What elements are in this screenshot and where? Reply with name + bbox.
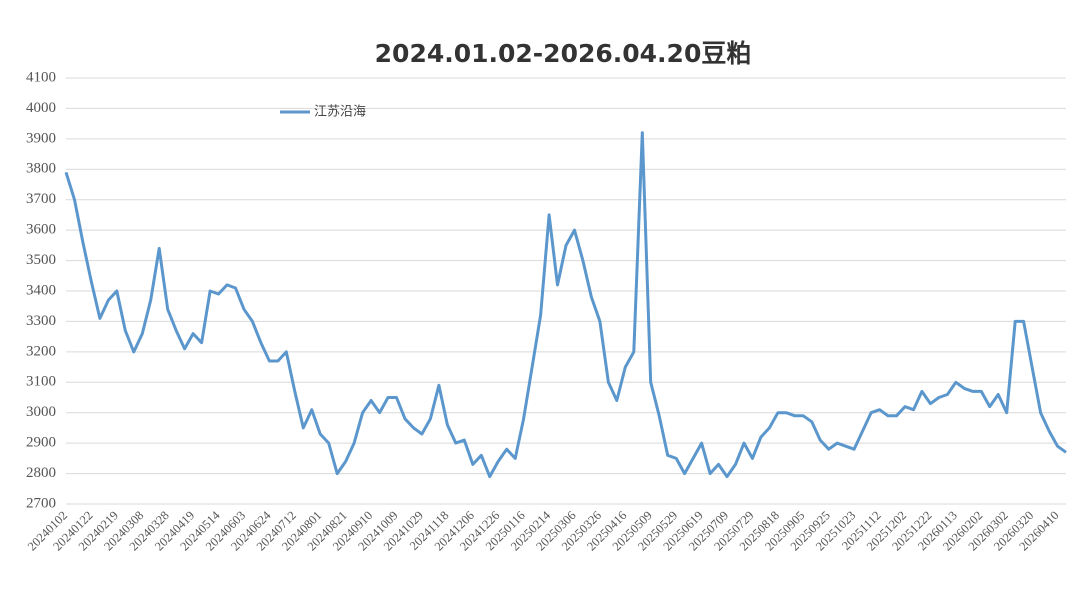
y-tick-label: 3700 [26, 191, 56, 207]
y-tick-label: 3400 [26, 282, 56, 298]
y-tick-label: 3000 [26, 404, 56, 420]
y-tick-label: 3900 [26, 130, 56, 146]
line-series [64, 131, 1067, 479]
y-tick-label: 4100 [26, 69, 56, 85]
y-tick-label: 2700 [26, 495, 56, 511]
y-tick-label: 2900 [26, 435, 56, 451]
legend-label: 江苏沿海 [314, 104, 366, 120]
y-tick-label: 4000 [26, 100, 56, 116]
y-tick-label: 2800 [26, 465, 56, 481]
y-tick-label: 3500 [26, 252, 56, 268]
chart-title: 2024.01.02-2026.04.20豆粕 [375, 39, 752, 68]
y-tick-label: 3800 [26, 161, 56, 177]
y-tick-label: 3300 [26, 313, 56, 329]
y-tick-label: 3600 [26, 222, 56, 238]
y-tick-label: 3200 [26, 343, 56, 359]
y-tick-label: 3100 [26, 374, 56, 390]
